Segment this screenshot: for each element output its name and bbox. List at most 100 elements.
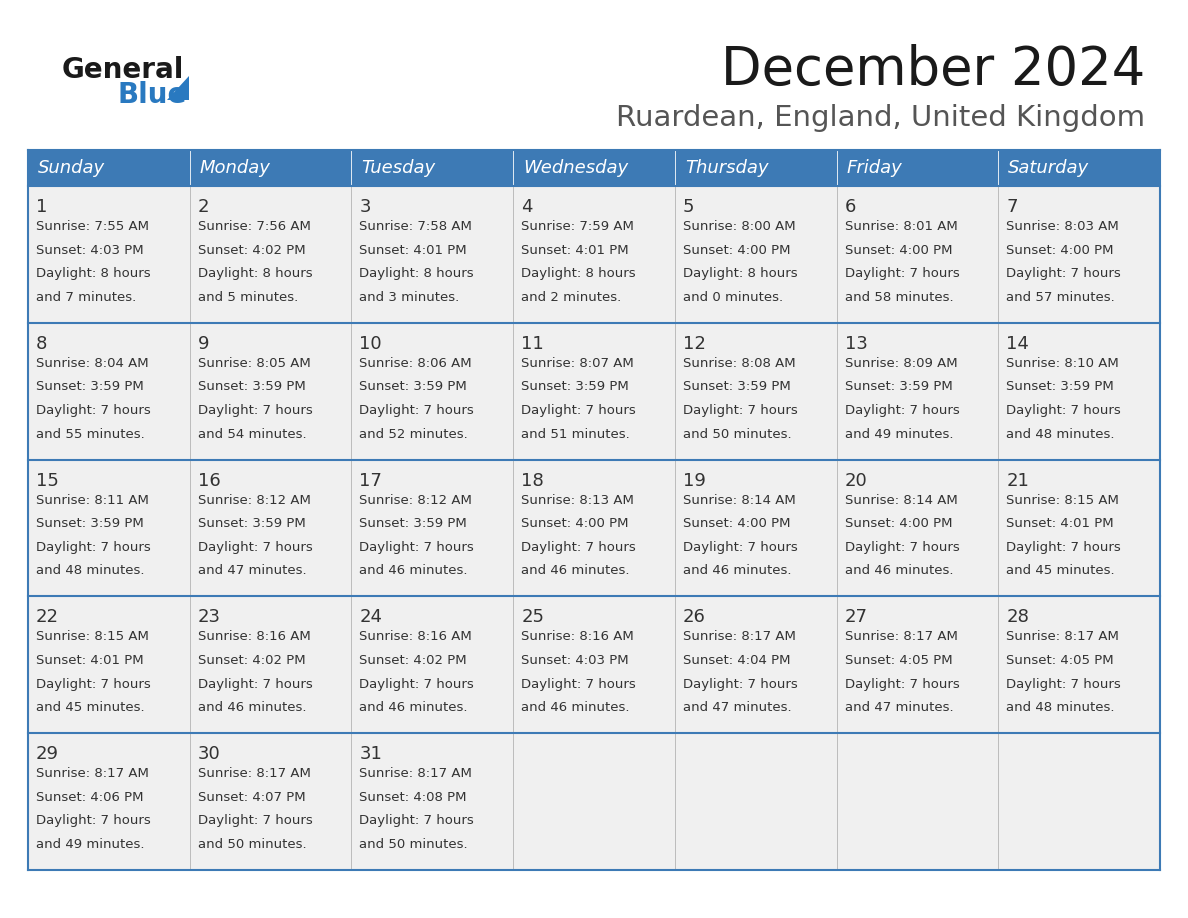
Bar — [352, 597, 513, 733]
Bar — [29, 323, 190, 460]
Text: and 51 minutes.: and 51 minutes. — [522, 428, 630, 441]
Text: 17: 17 — [360, 472, 383, 489]
Text: Sunrise: 7:56 AM: Sunrise: 7:56 AM — [197, 220, 310, 233]
Bar — [836, 150, 998, 186]
Text: Sunset: 4:01 PM: Sunset: 4:01 PM — [360, 243, 467, 257]
Text: 4: 4 — [522, 198, 532, 216]
Text: Sunrise: 8:16 AM: Sunrise: 8:16 AM — [522, 631, 634, 644]
Text: Daylight: 7 hours: Daylight: 7 hours — [197, 541, 312, 554]
Text: Daylight: 7 hours: Daylight: 7 hours — [197, 677, 312, 690]
Text: Monday: Monday — [200, 159, 271, 177]
Text: Saturday: Saturday — [1009, 159, 1089, 177]
Text: 9: 9 — [197, 335, 209, 353]
Text: Sunset: 4:05 PM: Sunset: 4:05 PM — [1006, 654, 1114, 667]
Text: Sunrise: 8:06 AM: Sunrise: 8:06 AM — [360, 357, 472, 370]
Text: and 48 minutes.: and 48 minutes. — [1006, 701, 1114, 714]
Text: Sunset: 3:59 PM: Sunset: 3:59 PM — [197, 517, 305, 531]
Text: Sunrise: 8:07 AM: Sunrise: 8:07 AM — [522, 357, 634, 370]
Text: Sunrise: 8:17 AM: Sunrise: 8:17 AM — [360, 767, 473, 780]
Text: Sunset: 3:59 PM: Sunset: 3:59 PM — [1006, 380, 1114, 394]
Text: Daylight: 7 hours: Daylight: 7 hours — [197, 814, 312, 827]
Text: Sunset: 4:00 PM: Sunset: 4:00 PM — [1006, 243, 1114, 257]
Text: Daylight: 7 hours: Daylight: 7 hours — [845, 267, 960, 280]
Text: and 46 minutes.: and 46 minutes. — [522, 701, 630, 714]
Text: 27: 27 — [845, 609, 867, 626]
Text: Daylight: 7 hours: Daylight: 7 hours — [197, 404, 312, 417]
Text: Sunset: 4:04 PM: Sunset: 4:04 PM — [683, 654, 790, 667]
Text: 15: 15 — [36, 472, 59, 489]
Text: Ruardean, England, United Kingdom: Ruardean, England, United Kingdom — [615, 104, 1145, 132]
Text: Sunset: 4:03 PM: Sunset: 4:03 PM — [522, 654, 628, 667]
Text: 12: 12 — [683, 335, 706, 353]
Text: Sunset: 3:59 PM: Sunset: 3:59 PM — [360, 517, 467, 531]
Text: Sunset: 3:59 PM: Sunset: 3:59 PM — [197, 380, 305, 394]
Text: Sunset: 4:06 PM: Sunset: 4:06 PM — [36, 790, 144, 804]
Text: Sunrise: 7:58 AM: Sunrise: 7:58 AM — [360, 220, 473, 233]
Text: Sunrise: 8:01 AM: Sunrise: 8:01 AM — [845, 220, 958, 233]
Bar — [513, 323, 675, 460]
Text: 5: 5 — [683, 198, 694, 216]
Text: and 3 minutes.: and 3 minutes. — [360, 291, 460, 304]
Bar — [998, 597, 1159, 733]
Text: Sunrise: 8:11 AM: Sunrise: 8:11 AM — [36, 494, 148, 507]
Bar — [352, 460, 513, 597]
Text: and 58 minutes.: and 58 minutes. — [845, 291, 953, 304]
Text: Sunrise: 8:03 AM: Sunrise: 8:03 AM — [1006, 220, 1119, 233]
Bar — [675, 597, 836, 733]
Text: and 48 minutes.: and 48 minutes. — [36, 565, 145, 577]
Text: Sunset: 4:01 PM: Sunset: 4:01 PM — [1006, 517, 1114, 531]
Text: and 50 minutes.: and 50 minutes. — [197, 838, 307, 851]
Bar — [190, 460, 352, 597]
Text: Sunset: 4:02 PM: Sunset: 4:02 PM — [197, 243, 305, 257]
Text: Daylight: 8 hours: Daylight: 8 hours — [36, 267, 151, 280]
Bar — [998, 323, 1159, 460]
Bar — [190, 186, 352, 323]
Text: and 45 minutes.: and 45 minutes. — [1006, 565, 1114, 577]
Text: 21: 21 — [1006, 472, 1029, 489]
Text: Sunset: 4:08 PM: Sunset: 4:08 PM — [360, 790, 467, 804]
Bar — [352, 323, 513, 460]
Text: Sunrise: 8:10 AM: Sunrise: 8:10 AM — [1006, 357, 1119, 370]
Text: 1: 1 — [36, 198, 48, 216]
Text: Sunrise: 8:16 AM: Sunrise: 8:16 AM — [197, 631, 310, 644]
Text: 2: 2 — [197, 198, 209, 216]
Text: and 57 minutes.: and 57 minutes. — [1006, 291, 1116, 304]
Text: Daylight: 7 hours: Daylight: 7 hours — [1006, 267, 1121, 280]
Text: Sunset: 4:00 PM: Sunset: 4:00 PM — [522, 517, 628, 531]
Bar — [513, 186, 675, 323]
Text: 24: 24 — [360, 609, 383, 626]
Bar — [513, 733, 675, 870]
Text: Wednesday: Wednesday — [523, 159, 628, 177]
Bar — [675, 323, 836, 460]
Text: Sunrise: 8:16 AM: Sunrise: 8:16 AM — [360, 631, 472, 644]
Bar — [29, 460, 190, 597]
Text: Blue: Blue — [116, 81, 187, 109]
Text: and 46 minutes.: and 46 minutes. — [845, 565, 953, 577]
Bar — [998, 186, 1159, 323]
Text: and 47 minutes.: and 47 minutes. — [683, 701, 791, 714]
Text: Sunrise: 8:15 AM: Sunrise: 8:15 AM — [1006, 494, 1119, 507]
Text: 11: 11 — [522, 335, 544, 353]
Text: Sunrise: 8:05 AM: Sunrise: 8:05 AM — [197, 357, 310, 370]
Text: Sunrise: 7:59 AM: Sunrise: 7:59 AM — [522, 220, 634, 233]
Text: Daylight: 7 hours: Daylight: 7 hours — [36, 541, 151, 554]
Text: Daylight: 7 hours: Daylight: 7 hours — [522, 541, 636, 554]
Bar — [836, 460, 998, 597]
Text: 18: 18 — [522, 472, 544, 489]
Text: Sunset: 3:59 PM: Sunset: 3:59 PM — [845, 380, 953, 394]
Text: 22: 22 — [36, 609, 59, 626]
Text: Sunset: 4:00 PM: Sunset: 4:00 PM — [845, 517, 952, 531]
Text: 26: 26 — [683, 609, 706, 626]
Text: Daylight: 8 hours: Daylight: 8 hours — [522, 267, 636, 280]
Text: 29: 29 — [36, 745, 59, 763]
Text: Daylight: 7 hours: Daylight: 7 hours — [522, 404, 636, 417]
Text: General: General — [62, 56, 184, 84]
Bar — [675, 733, 836, 870]
Text: December 2024: December 2024 — [721, 44, 1145, 96]
Text: Sunrise: 8:08 AM: Sunrise: 8:08 AM — [683, 357, 796, 370]
Text: Daylight: 7 hours: Daylight: 7 hours — [522, 677, 636, 690]
Text: Daylight: 7 hours: Daylight: 7 hours — [845, 404, 960, 417]
Text: Sunset: 4:02 PM: Sunset: 4:02 PM — [360, 654, 467, 667]
Bar — [352, 150, 513, 186]
Text: Daylight: 7 hours: Daylight: 7 hours — [36, 814, 151, 827]
